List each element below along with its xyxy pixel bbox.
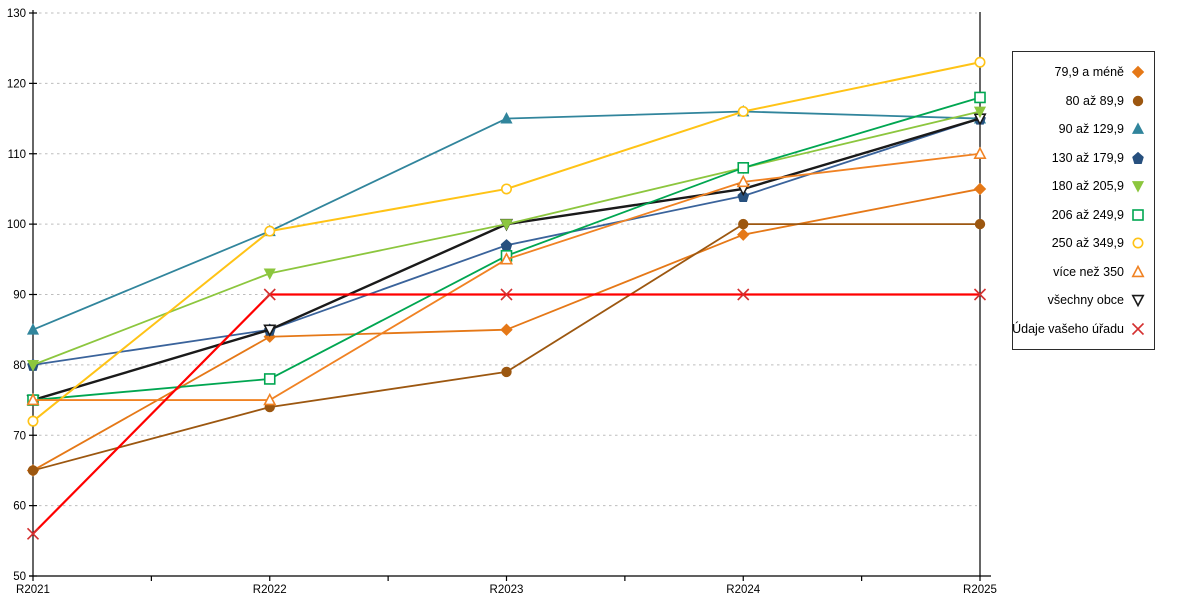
marker-triangle-up [500,111,513,124]
marker-triangle-down [500,219,513,231]
marker-x [1131,322,1145,335]
y-tick-label: 100 [7,219,26,231]
marker-circle [974,218,986,230]
legend-item: 180 až 205,9 [1017,172,1146,200]
marker-triangle-up [1131,264,1145,277]
marker-triangle-down [263,268,276,280]
marker-pentagon [1132,151,1144,164]
legend-item-label: 250 až 349,9 [1051,236,1124,251]
legend-item: 80 až 89,9 [1017,87,1146,115]
legend-diamond-icon [1131,66,1145,79]
x-tick-label: R2024 [726,584,760,596]
legend-x-icon [1131,322,1145,335]
marker-pentagon [500,239,513,252]
marker-circle [1132,237,1144,249]
legend-triangle-up-icon [1131,122,1145,135]
y-tick-label: 50 [13,571,26,583]
legend-item-label: všechny obce [1047,293,1124,308]
marker-triangle-up [263,392,277,406]
marker-circle [27,465,39,476]
legend: 79,9 a méně 80 až 89,9 90 až 129,9 130 až 1… [1012,51,1155,350]
legend-item-label: 180 až 205,9 [1051,179,1124,194]
x-tick-label: R2025 [963,584,997,596]
marker-triangle-up [736,174,750,188]
legend-square-icon [1132,208,1144,221]
marker-triangle-down [1131,295,1145,308]
x-tick-label: R2023 [490,584,524,596]
legend-item: více než 350 [1017,258,1146,286]
marker-circle [974,56,986,68]
legend-triangle-down-icon [1131,181,1145,193]
legend-triangle-up-icon [1131,264,1145,277]
marker-diamond [500,323,513,336]
marker-circle [501,366,512,378]
marker-triangle-up [973,146,987,159]
legend-triangle-down-icon [1131,295,1145,308]
marker-circle [737,106,749,118]
legend-item: Údaje vašeho úřadu [1012,315,1146,343]
marker-triangle-up [26,323,40,335]
marker-circle [738,218,749,230]
legend-item-label: více než 350 [1053,264,1124,279]
marker-triangle-down [1131,181,1145,193]
marker-triangle-up [26,392,40,406]
legend-item: 206 až 249,9 [1017,201,1146,229]
legend-circle-icon [1132,237,1144,249]
y-tick-label: 120 [7,78,26,90]
marker-triangle-down [973,106,987,119]
legend-item-label: 80 až 89,9 [1065,93,1124,108]
marker-circle [27,415,39,427]
marker-x [263,288,276,301]
y-tick-label: 80 [13,360,26,372]
legend-item-label: 206 až 249,9 [1051,207,1124,222]
marker-square [974,91,986,104]
legend-item-label: 130 až 179,9 [1051,150,1124,165]
marker-triangle-up [499,252,514,265]
marker-diamond [737,228,750,241]
x-tick-label: R2021 [16,584,50,596]
marker-triangle-down [263,324,277,337]
marker-circle [264,225,276,237]
legend-item: 79,9 a méně [1017,58,1146,86]
marker-square [1132,208,1144,221]
marker-x [973,288,987,301]
marker-square [737,162,750,174]
marker-diamond [973,182,987,196]
marker-x [26,527,40,540]
marker-circle [1132,95,1144,106]
legend-item: 130 až 179,9 [1017,144,1146,172]
marker-diamond [1131,66,1145,79]
legend-item-label: Údaje vašeho úřadu [1012,321,1124,336]
legend-circle-icon [1132,95,1144,106]
x-tick-label: R2022 [253,584,287,596]
marker-x [737,288,750,301]
y-tick-label: 130 [7,8,26,20]
y-tick-label: 60 [13,501,26,513]
marker-circle [500,183,512,195]
legend-item: 90 až 129,9 [1017,115,1146,143]
legend-item: 250 až 349,9 [1017,229,1146,257]
legend-item: všechny obce [1017,286,1146,314]
marker-x [500,288,513,301]
marker-triangle-down [26,359,40,372]
y-tick-label: 110 [8,149,26,161]
legend-item-label: 79,9 a méně [1054,65,1125,80]
y-tick-label: 90 [13,290,26,302]
marker-triangle-up [1131,122,1145,135]
legend-pentagon-icon [1132,151,1144,164]
marker-square [263,373,276,385]
y-tick-label: 70 [13,430,26,442]
legend-item-label: 90 až 129,9 [1058,122,1124,137]
